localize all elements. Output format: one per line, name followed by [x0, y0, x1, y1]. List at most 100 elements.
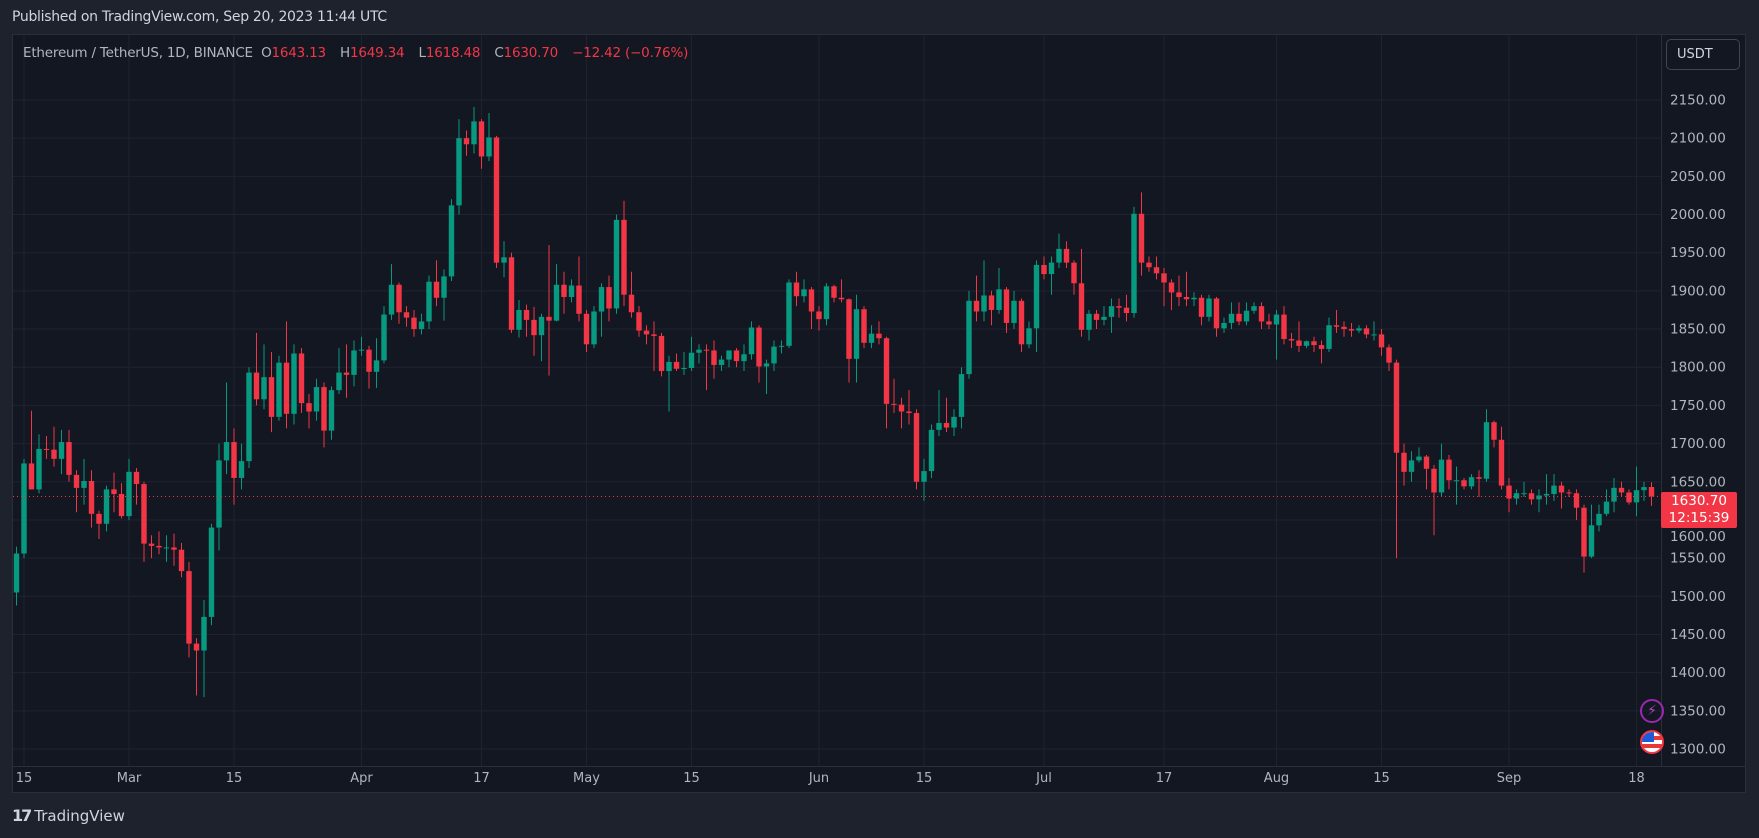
candle-body [231, 442, 237, 478]
time-tick-label: 17 [473, 771, 490, 786]
candle-body [726, 350, 732, 360]
candle [1513, 489, 1520, 505]
candle-body [81, 481, 87, 488]
candle [891, 378, 897, 414]
candle-body [396, 284, 402, 313]
candle [823, 283, 830, 326]
candle [426, 275, 432, 330]
candle [988, 290, 995, 326]
candle-body [1063, 248, 1070, 263]
candle [1086, 309, 1092, 341]
candle [283, 321, 290, 429]
candle-body [1213, 298, 1220, 329]
candle [1341, 321, 1347, 337]
candle-body [1573, 493, 1580, 508]
candle-body [1071, 262, 1077, 284]
candle-body [831, 286, 837, 298]
change-value: −12.42 (−0.76%) [572, 45, 689, 61]
candle-body [636, 312, 642, 331]
candle-body [1498, 439, 1505, 486]
candle [1528, 489, 1535, 505]
candle-body [1011, 300, 1017, 323]
candle-body [996, 289, 1002, 310]
candle [118, 483, 125, 519]
candle-body [328, 390, 335, 431]
candle [538, 313, 545, 362]
candle-body [1468, 477, 1475, 487]
candle-body [66, 442, 72, 475]
us-flag-icon[interactable] [1640, 730, 1664, 754]
candle-body [418, 321, 425, 330]
candle-body [973, 300, 980, 312]
candle-body [1618, 487, 1625, 493]
candle-body [523, 309, 530, 320]
candle [793, 271, 800, 307]
candle [1611, 477, 1617, 513]
candle [1431, 464, 1437, 536]
candle [1018, 298, 1025, 352]
high-label: H [340, 45, 350, 61]
candle-body [1078, 283, 1085, 330]
candle-body [786, 282, 792, 346]
candle [1108, 298, 1115, 333]
candle-body [733, 350, 740, 362]
lightning-icon[interactable]: ⚡ [1640, 699, 1664, 723]
candle-body [508, 257, 515, 330]
candle [1648, 482, 1655, 506]
candle [1453, 466, 1460, 505]
candle [36, 434, 42, 494]
candle-body [1198, 297, 1205, 317]
candle [81, 458, 87, 505]
candle-body [1168, 282, 1175, 293]
currency-button[interactable]: USDT [1666, 39, 1740, 70]
candle-body [1633, 490, 1640, 503]
symbol-title[interactable]: Ethereum / TetherUS, 1D, BINANCE [23, 45, 253, 61]
candle [1311, 336, 1317, 352]
candle-body [538, 316, 545, 336]
candle-body [186, 571, 192, 644]
candle [958, 367, 965, 429]
candle [576, 256, 582, 322]
candle [583, 309, 590, 352]
candle [126, 458, 132, 520]
candle-body [351, 350, 357, 375]
candle-body [1453, 480, 1460, 482]
candle-body [313, 387, 320, 412]
candle-body [643, 330, 650, 335]
candle [1033, 260, 1040, 352]
candle [1491, 420, 1497, 448]
candle-body [958, 374, 965, 417]
candle-body [778, 345, 785, 347]
candle-body [1626, 492, 1632, 503]
candle-body [1483, 422, 1490, 479]
candle-body [43, 448, 50, 450]
candle [711, 340, 717, 379]
candle-body [1093, 313, 1100, 320]
candle-body [103, 489, 110, 524]
candle-body [1551, 485, 1557, 494]
chart-frame[interactable] [12, 34, 1746, 793]
candle-body [703, 349, 710, 351]
candle-body [36, 448, 42, 490]
candle [1618, 481, 1625, 498]
price-axis: 2150.00 2100.00 2050.00 2000.00 1950.00 1900.… [1670, 93, 1726, 758]
candle [351, 340, 357, 387]
candle [471, 106, 477, 154]
low-label: L [418, 45, 427, 61]
candle [1063, 241, 1070, 268]
candle [1588, 504, 1595, 559]
candle [1116, 298, 1122, 318]
candle [486, 112, 492, 162]
candle-body [1273, 314, 1280, 325]
candle-body [1131, 213, 1137, 314]
candle-body [1123, 307, 1130, 314]
candle-body [718, 359, 725, 365]
candle-body [193, 643, 200, 651]
candle-body [1431, 468, 1437, 493]
candle [1536, 489, 1542, 513]
candle-body [568, 285, 575, 297]
candle-body [666, 361, 672, 372]
tradingview-logo[interactable]: 17 TradingView [12, 806, 125, 825]
candle [996, 267, 1002, 314]
